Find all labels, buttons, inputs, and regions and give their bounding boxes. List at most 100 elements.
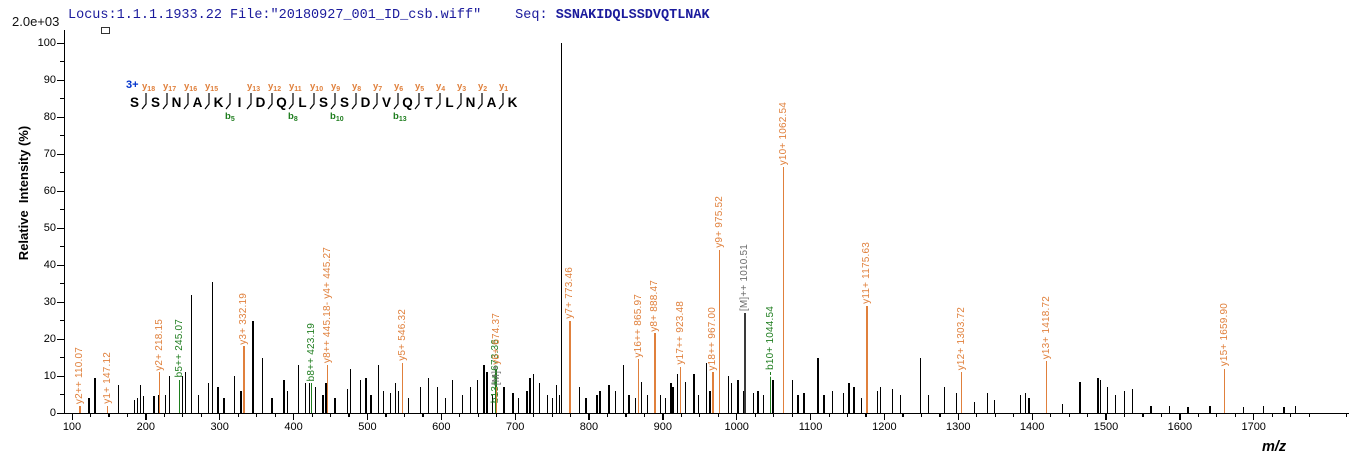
peak <box>973 401 976 413</box>
x-axis-major-tick <box>1105 413 1107 420</box>
ion-label-connector-dashed <box>769 372 771 413</box>
residue-letter: D <box>255 95 266 110</box>
x-axis-minor-tick <box>1123 413 1126 417</box>
cleavage-site: y13 <box>246 81 260 110</box>
peak <box>346 388 349 413</box>
peak <box>349 368 352 413</box>
x-axis-minor-tick <box>551 413 553 417</box>
peak <box>919 357 922 413</box>
x-axis-tick-label: 500 <box>358 421 377 433</box>
x-axis-minor-tick <box>1013 413 1015 417</box>
peak <box>1028 398 1030 413</box>
peak <box>599 390 601 413</box>
y-axis-tick-label: 20 <box>43 333 56 345</box>
peak <box>377 364 380 413</box>
peak <box>444 398 447 413</box>
peak <box>943 387 945 413</box>
peak <box>427 377 430 413</box>
peak <box>552 398 554 413</box>
residue-letter: S <box>339 95 349 110</box>
peak <box>436 387 439 413</box>
y-ion-tag: y7 <box>373 81 383 93</box>
ion-peak <box>495 368 497 413</box>
x-axis-major-tick <box>1253 413 1255 420</box>
peak <box>304 383 307 413</box>
base-peak-intensity: 2.0e+03 <box>12 14 60 29</box>
peak <box>483 364 485 413</box>
x-axis-major-tick <box>736 413 738 420</box>
y-axis-tick-label: 70 <box>43 148 56 160</box>
x-axis-minor-tick <box>865 413 867 417</box>
peak <box>165 394 167 413</box>
cleavage-site: y12 <box>267 81 281 110</box>
peak <box>831 390 834 413</box>
x-axis-tick-label: 300 <box>210 421 229 433</box>
y-axis-tick-label: 10 <box>43 370 56 382</box>
peak <box>286 390 289 413</box>
peak <box>608 385 610 413</box>
ion-label-connector <box>106 405 108 413</box>
x-axis-major-tick <box>293 413 295 420</box>
x-axis-minor-tick <box>348 413 350 417</box>
peak <box>670 383 672 413</box>
peak <box>1131 388 1134 413</box>
x-axis-minor-tick <box>773 413 775 417</box>
ion-label: y3+ 332.19 <box>238 292 250 345</box>
cleavage-mark-icon <box>393 93 399 110</box>
peak <box>190 294 193 413</box>
y-axis-minor-tick <box>60 61 64 63</box>
peak <box>877 390 879 413</box>
cleavage-mark-icon <box>435 93 441 110</box>
residue-letter: K <box>213 95 224 110</box>
x-axis-tick-label: 1000 <box>724 421 749 433</box>
peak <box>1242 407 1245 413</box>
x-axis-minor-tick <box>606 413 609 417</box>
x-axis-minor-tick <box>754 413 756 417</box>
y-ion-tag: y5 <box>415 81 425 93</box>
cleavage-site: y2 <box>477 81 487 110</box>
peak <box>470 387 472 413</box>
peak <box>408 398 410 413</box>
peak <box>283 379 285 413</box>
cleavage-site: y3 <box>456 81 466 110</box>
x-axis-major-tick <box>810 413 812 420</box>
ion-label-connector <box>866 305 868 413</box>
ion-label: b5++ 245.07 <box>174 319 186 378</box>
x-axis-minor-tick <box>200 413 202 417</box>
peak <box>419 387 422 413</box>
y-axis-minor-tick <box>60 135 64 137</box>
ion-label: y8++ 445.18- y4+ 445.27 <box>321 246 333 363</box>
y-axis-major-tick <box>57 375 64 377</box>
y-ion-tag: y2 <box>478 81 488 93</box>
b-ion-tag: b8 <box>288 111 298 123</box>
x-axis-minor-tick <box>1234 413 1236 417</box>
ion-label-segment: y6+ 674.37 <box>491 312 503 365</box>
x-axis-minor-tick <box>1197 413 1199 417</box>
x-axis-tick-label: 1700 <box>1241 421 1266 433</box>
residue-letter: Q <box>402 95 413 110</box>
y-axis-minor-tick <box>60 98 64 100</box>
cleavage-mark-icon <box>246 93 252 110</box>
x-axis-minor-tick <box>791 413 793 417</box>
y-axis-tick-label: 40 <box>43 259 56 271</box>
y-axis-major-tick <box>57 338 64 340</box>
cleavage-site: y15 <box>204 81 218 110</box>
y-ion-tag: y11 <box>289 81 302 93</box>
x-axis-tick-label: 900 <box>653 421 673 433</box>
ion-label: y17++ 923.48 <box>675 301 687 365</box>
ion-label: y2++ 110.07 <box>74 346 86 404</box>
ion-label-connector <box>1045 361 1048 413</box>
cleavage-site: b5 <box>225 92 235 123</box>
peak <box>1209 405 1211 413</box>
cleavage-mark-icon <box>351 93 357 110</box>
peak <box>659 394 662 413</box>
peak <box>792 379 794 413</box>
peak <box>512 392 514 413</box>
b-ion-tag: b13 <box>393 111 407 123</box>
residue-letter: S <box>318 95 328 110</box>
peak <box>117 385 120 413</box>
peak <box>853 387 855 413</box>
peak <box>993 400 996 413</box>
x-axis-title: m/z <box>1262 439 1287 455</box>
x-axis-minor-tick <box>422 413 424 417</box>
